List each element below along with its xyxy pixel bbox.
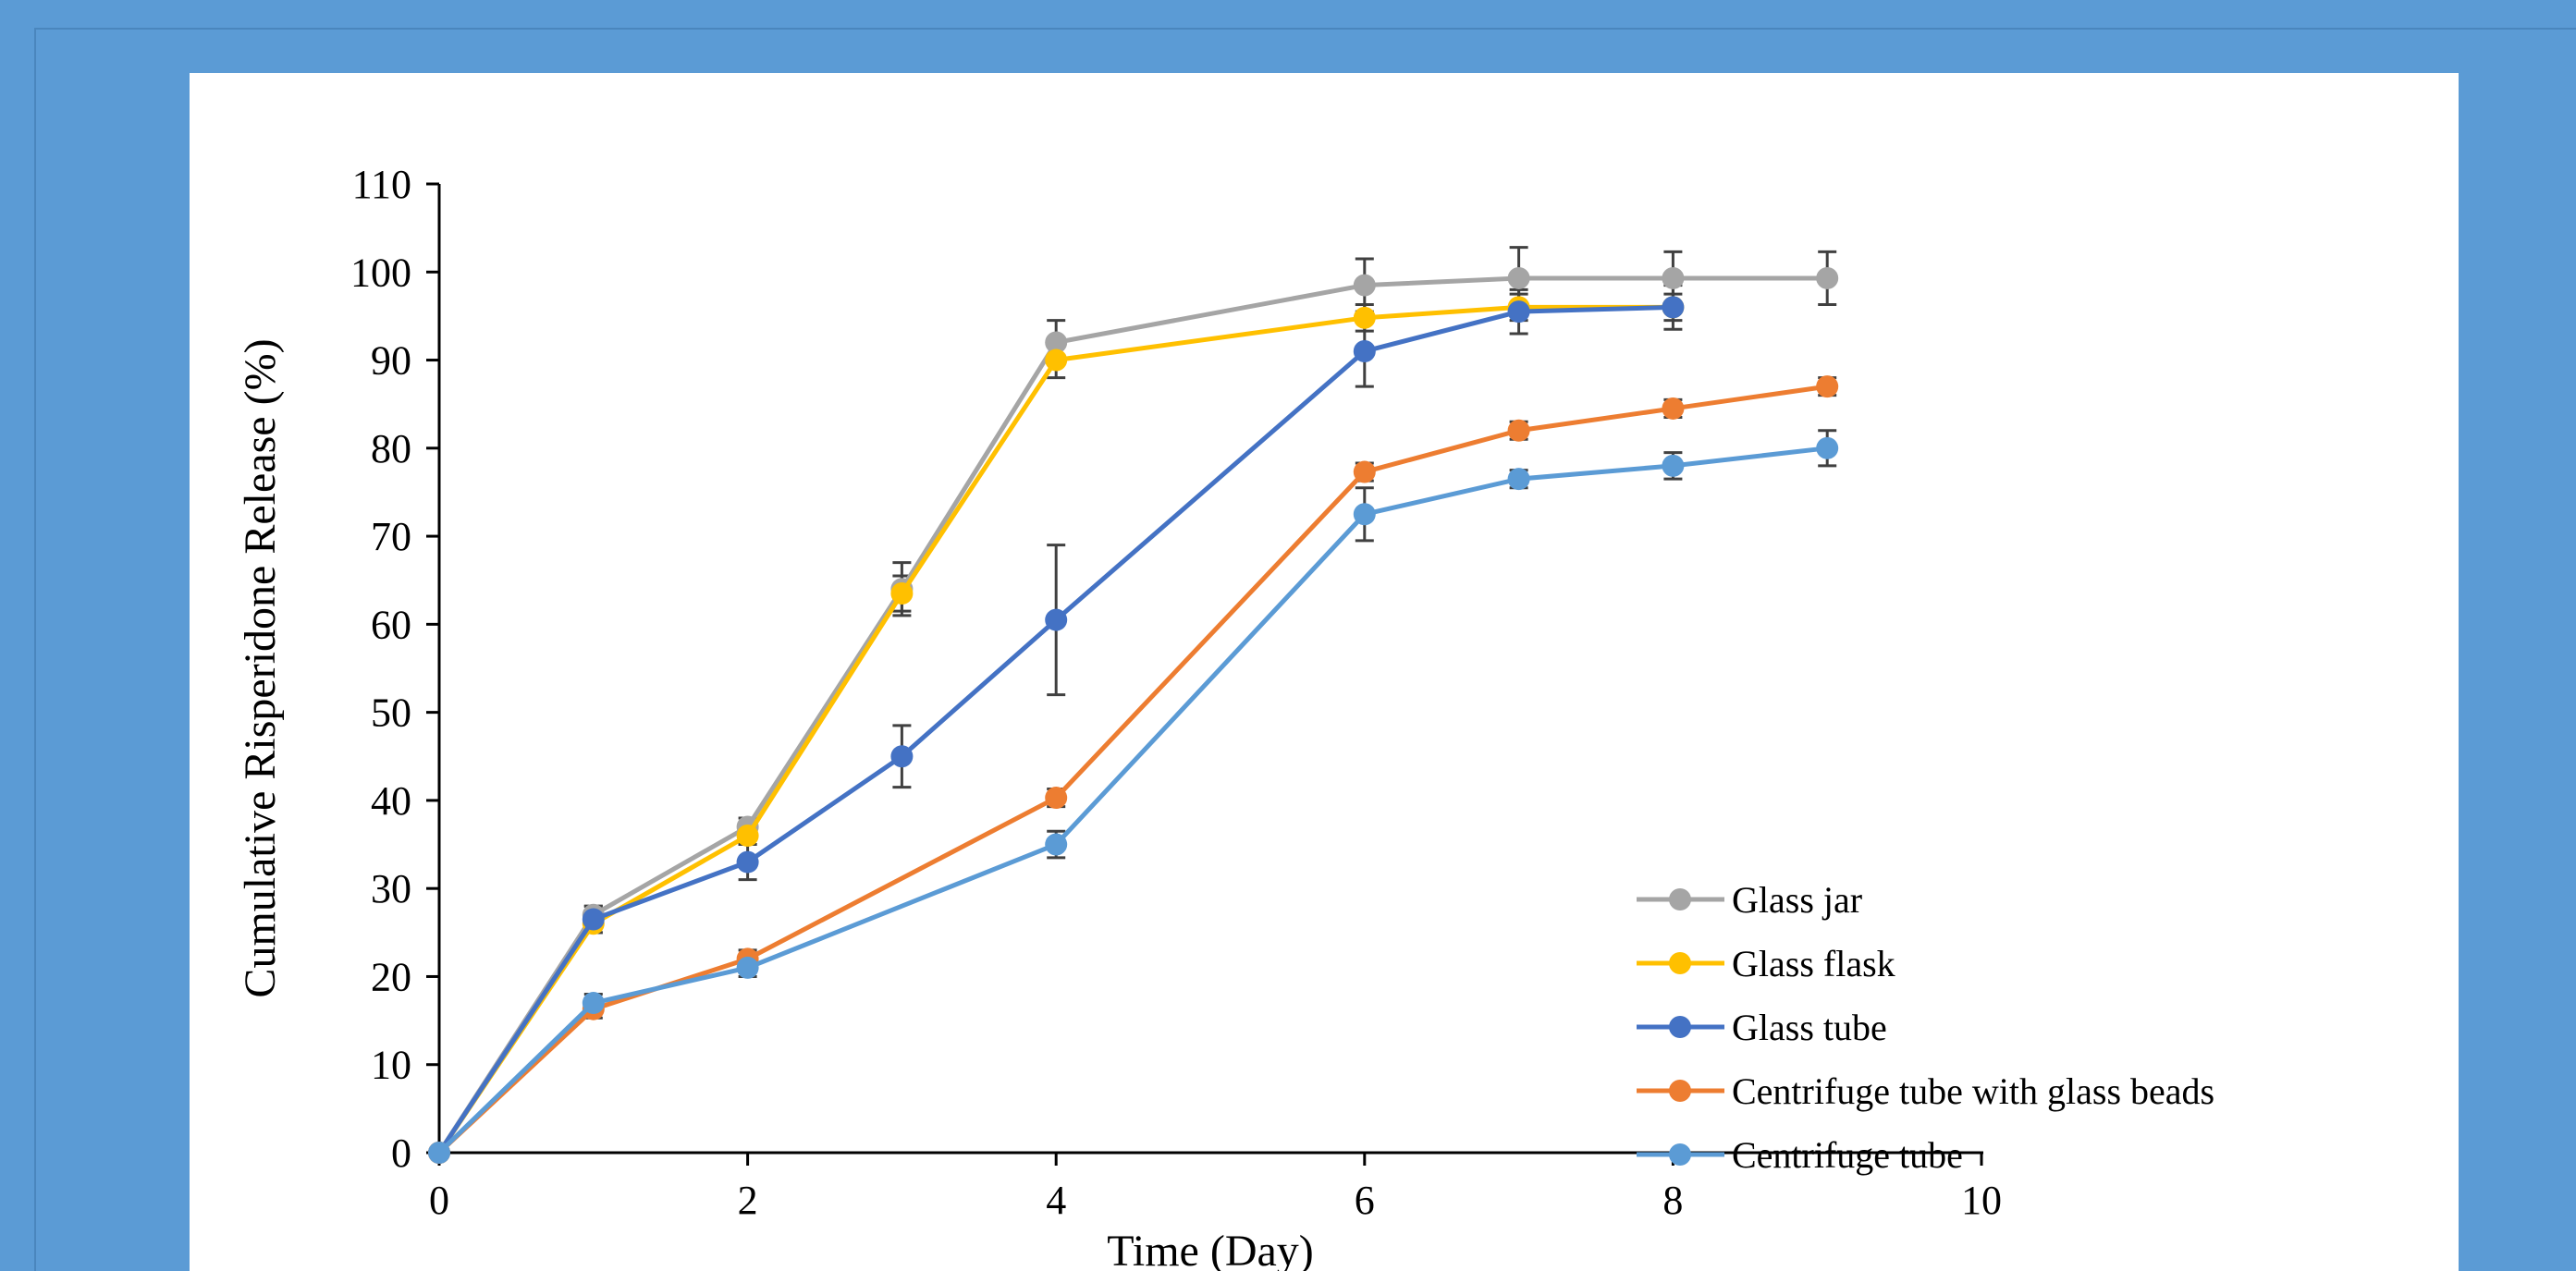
legend-marker	[1669, 1016, 1691, 1038]
data-point	[1353, 340, 1376, 363]
y-tick-label: 30	[371, 866, 411, 911]
y-tick-label: 10	[371, 1043, 411, 1088]
data-point	[1353, 274, 1376, 297]
data-point	[1045, 331, 1068, 354]
line-chart: 0 10 20 30 40 50 60 70 80 90 100 110 0 2 4 6 8 10 Cumula…	[236, 162, 2214, 1271]
chart-panel: 0 10 20 30 40 50 60 70 80 90 100 110 0 2 4 6 8 10 Cumula…	[190, 73, 2459, 1271]
series-group	[428, 266, 1839, 1164]
data-point	[736, 956, 759, 979]
x-tick-label: 0	[429, 1178, 449, 1223]
y-axis-ticks: 0 10 20 30 40 50 60 70 80 90 100 110	[350, 162, 439, 1176]
legend-label: Glass flask	[1732, 943, 1895, 984]
legend-label: Glass jar	[1732, 879, 1862, 921]
y-tick-label: 40	[371, 778, 411, 824]
data-point	[1507, 468, 1530, 491]
series-line	[436, 304, 1674, 1155]
y-tick-label: 0	[391, 1130, 411, 1176]
data-point	[1816, 266, 1839, 289]
legend-marker	[1669, 952, 1691, 974]
data-point	[1816, 375, 1839, 398]
data-point	[736, 850, 759, 874]
y-tick-label: 50	[371, 690, 411, 736]
x-tick-label: 10	[1961, 1178, 2002, 1223]
legend-marker	[1669, 1143, 1691, 1166]
data-point	[1662, 266, 1685, 289]
x-tick-label: 8	[1662, 1178, 1683, 1223]
data-point	[1662, 296, 1685, 319]
x-axis-label: Time (Day)	[1107, 1227, 1314, 1271]
data-point	[1507, 419, 1530, 442]
legend-label: Centrifuge tube	[1732, 1134, 1963, 1176]
legend-label: Centrifuge tube with glass beads	[1732, 1070, 2214, 1112]
y-tick-label: 90	[371, 338, 411, 384]
data-point	[1045, 787, 1068, 810]
x-tick-label: 6	[1355, 1178, 1375, 1223]
data-point	[1507, 300, 1530, 324]
data-point	[1662, 454, 1685, 477]
y-tick-label: 70	[371, 514, 411, 559]
data-point	[1353, 460, 1376, 483]
data-point	[582, 908, 605, 931]
data-point	[582, 992, 605, 1015]
data-point	[890, 582, 914, 605]
y-tick-label: 20	[371, 954, 411, 999]
data-point	[1045, 608, 1068, 631]
series-line	[437, 446, 1828, 1155]
y-tick-label: 110	[352, 162, 411, 207]
data-point	[736, 825, 759, 848]
legend-marker	[1669, 1080, 1691, 1102]
y-tick-label: 60	[371, 602, 411, 647]
data-point	[1045, 348, 1068, 372]
legend: Glass jar Glass flask Glass tube Centrifuge…	[1637, 879, 2214, 1176]
data-point	[428, 1142, 450, 1164]
y-tick-label: 100	[350, 250, 411, 295]
data-point	[1353, 306, 1376, 329]
y-axis-label: Cumulative Risperidone Release (%)	[236, 338, 285, 997]
series-line	[437, 384, 1828, 1155]
series-line	[436, 304, 1674, 1155]
x-tick-label: 4	[1046, 1178, 1066, 1223]
x-tick-label: 2	[738, 1178, 758, 1223]
y-tick-label: 80	[371, 426, 411, 471]
data-point	[890, 745, 914, 768]
legend-marker	[1669, 888, 1691, 910]
data-point	[1507, 266, 1530, 289]
x-axis-ticks: 0 2 4 6 8 10	[429, 1153, 2002, 1223]
data-point	[1662, 397, 1685, 420]
data-point	[1045, 833, 1068, 856]
data-point	[1353, 503, 1376, 526]
legend-label: Glass tube	[1732, 1007, 1887, 1048]
data-point	[1816, 436, 1839, 459]
